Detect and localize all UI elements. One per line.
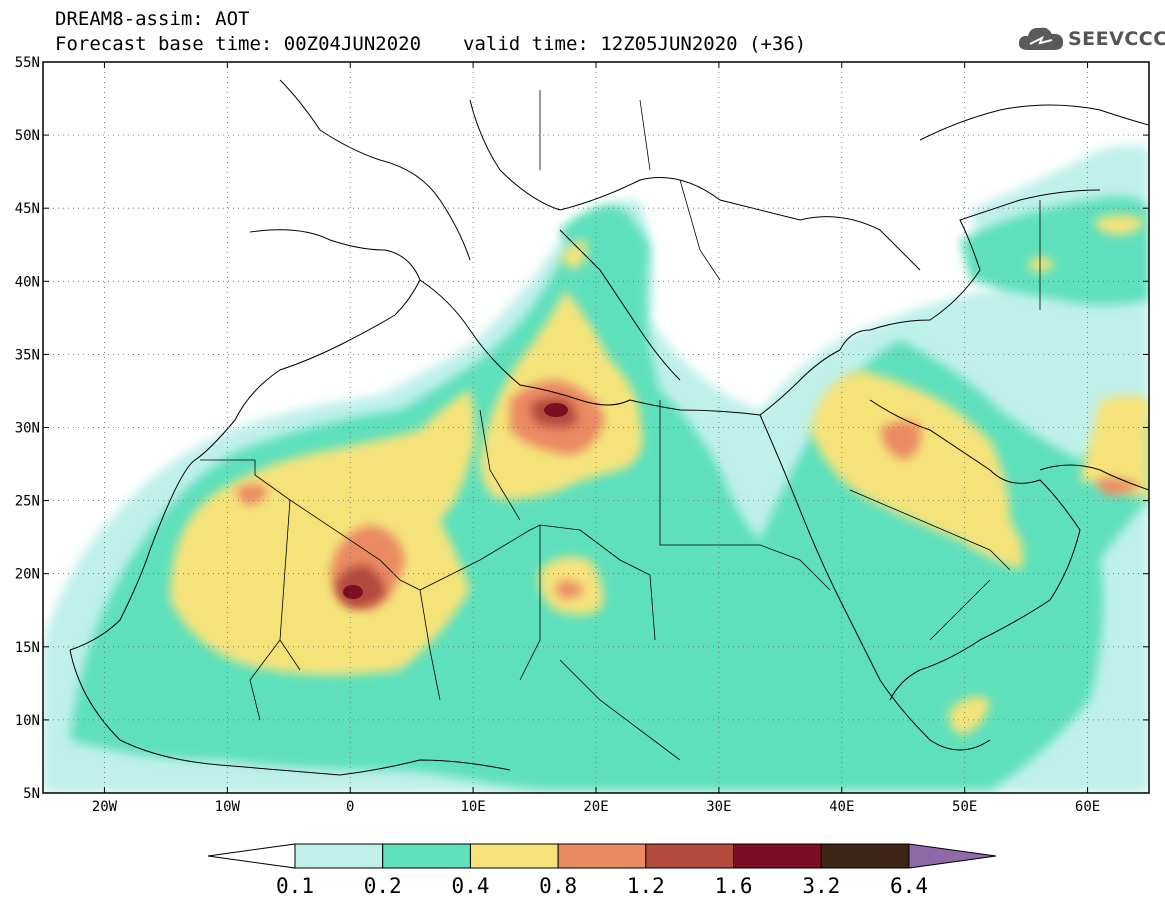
- lon-tick-label: 20W: [92, 799, 118, 815]
- axis-tick-labels: 55N 50N 45N 40N 35N 30N 25N 20N 15N 10N 5N 20W 10W 0 1…: [15, 55, 1101, 815]
- lon-tick-label: 40E: [829, 799, 854, 815]
- lat-tick-label: 5N: [23, 786, 40, 802]
- lon-tick-label: 10W: [215, 799, 241, 815]
- lat-tick-label: 45N: [15, 201, 40, 217]
- map-title: DREAM8-assim: AOT: [55, 8, 250, 30]
- time-info: Forecast base time: 00Z04JUN2020 valid ti…: [55, 33, 806, 55]
- lat-tick-label: 20N: [15, 567, 40, 583]
- lat-tick-label: 35N: [15, 347, 40, 363]
- lat-tick-label: 50N: [15, 128, 40, 144]
- lon-tick-label: 20E: [583, 799, 608, 815]
- lon-tick-label: 60E: [1075, 799, 1100, 815]
- lat-tick-label: 40N: [15, 274, 40, 290]
- lat-tick-label: 25N: [15, 494, 40, 510]
- lat-tick-label: 15N: [15, 640, 40, 656]
- axis-ticks: [43, 61, 1149, 794]
- cloud-logo-icon: [1018, 27, 1064, 50]
- lon-tick-label: 0: [346, 799, 354, 815]
- lon-tick-label: 30E: [706, 799, 731, 815]
- lat-tick-label: 10N: [15, 713, 40, 729]
- lat-tick-label: 30N: [15, 421, 40, 437]
- base-time-label: Forecast base time: 00Z04JUN2020: [55, 33, 422, 55]
- logo-text: SEEVCCC: [1068, 28, 1165, 50]
- valid-time-label: valid time: 12Z05JUN2020 (+36): [463, 33, 807, 55]
- lon-tick-label: 10E: [460, 799, 485, 815]
- lon-tick-label: 50E: [952, 799, 977, 815]
- graticule: [43, 62, 1149, 793]
- lat-tick-label: 55N: [15, 55, 40, 71]
